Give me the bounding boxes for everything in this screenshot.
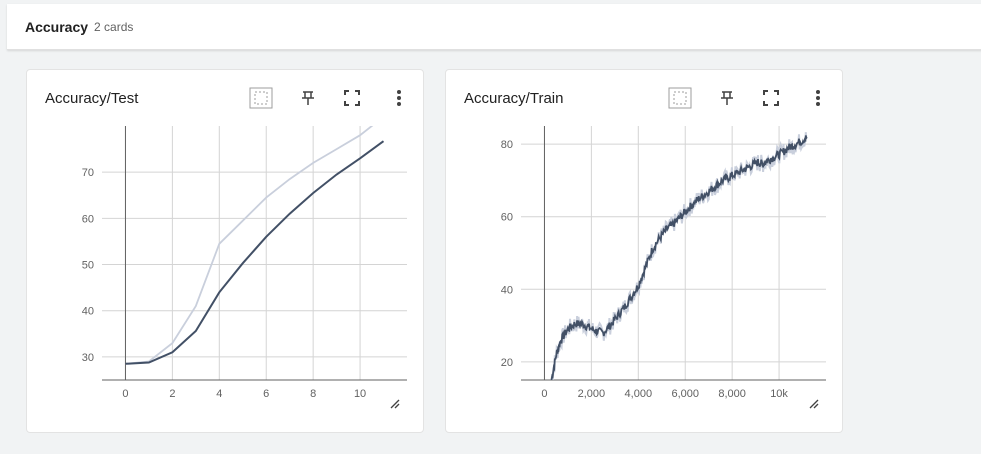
group-header[interactable]: Accuracy 2 cards [7,4,981,50]
x-tick-label: 10 [354,388,366,400]
raw-series-line [550,132,808,380]
chart-card-accuracy-test: Accuracy/Test 0 2 4 6 8 10 30 40 50 60 70 [26,69,424,433]
resize-handle-icon[interactable] [390,399,400,409]
x-tick-label: 4,000 [625,388,653,400]
x-tick-label: 8 [310,388,316,400]
more-vert-icon[interactable] [387,86,411,110]
y-tick-label: 70 [82,167,94,179]
y-tick-label: 30 [82,352,94,364]
x-tick-label: 0 [541,388,547,400]
more-vert-icon[interactable] [806,86,830,110]
fit-domain-icon[interactable] [249,86,273,110]
x-tick-label: 2 [169,388,175,400]
card-title: Accuracy/Test [45,90,139,107]
y-tick-label: 60 [501,212,513,224]
fullscreen-icon[interactable] [340,86,364,110]
plot-area [550,132,808,380]
x-tick-label: 2,000 [578,388,606,400]
y-tick-label: 40 [501,284,513,296]
y-tick-label: 40 [82,306,94,318]
x-tick-label: 8,000 [718,388,746,400]
resize-handle-icon[interactable] [809,399,819,409]
y-tick-label: 60 [82,213,94,225]
pin-icon[interactable] [296,86,320,110]
accuracy-train-chart[interactable]: 0 2,000 4,000 6,000 8,000 10k 20 40 60 80 [446,122,842,422]
smoothed-series-line [550,135,808,380]
y-tick-label: 80 [501,139,513,151]
fit-domain-icon[interactable] [668,86,692,110]
smoothed-series-line [125,140,385,365]
y-tick-label: 20 [501,357,513,369]
card-title: Accuracy/Train [464,90,564,107]
accuracy-test-chart[interactable]: 0 2 4 6 8 10 30 40 50 60 70 [27,122,423,422]
x-tick-label: 6,000 [671,388,699,400]
fullscreen-icon[interactable] [759,86,783,110]
pin-icon[interactable] [715,86,739,110]
x-tick-label: 0 [122,388,128,400]
y-tick-label: 50 [82,260,94,272]
chart-card-accuracy-train: Accuracy/Train 0 2,000 4,000 6,000 8,000 10k 2… [445,69,843,433]
plot-area [125,126,385,365]
group-title: Accuracy [25,18,89,35]
x-tick-label: 6 [263,388,269,400]
raw-series-line [125,126,374,365]
x-tick-label: 10k [770,388,788,400]
x-tick-label: 4 [216,388,222,400]
group-card-count: 2 cards [94,19,134,34]
